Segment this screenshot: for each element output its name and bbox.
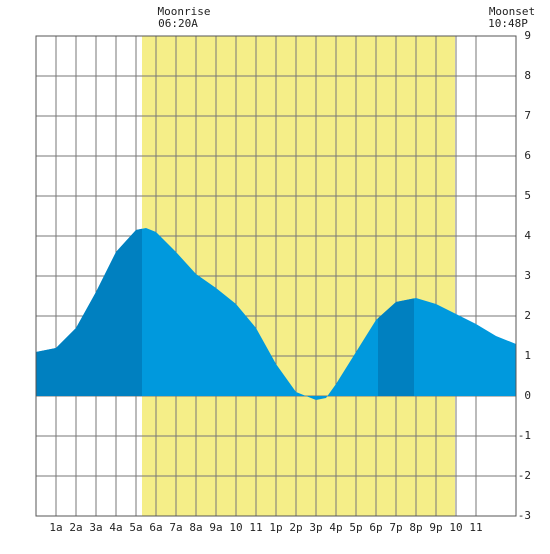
y-tick-label: -2 (518, 469, 531, 482)
y-tick-label: 7 (524, 109, 531, 122)
x-tick-label: 11 (469, 521, 482, 534)
x-tick-label: 9a (209, 521, 222, 534)
moonrise-time: 06:20A (158, 17, 198, 30)
y-tick-label: 1 (524, 349, 531, 362)
plot-frame (35, 35, 517, 517)
y-tick-label: 3 (524, 269, 531, 282)
moonrise-title: Moonrise (158, 5, 211, 18)
y-tick-label: 5 (524, 189, 531, 202)
x-tick-label: 4p (329, 521, 342, 534)
y-tick-label: 8 (524, 69, 531, 82)
x-tick-label: 7a (169, 521, 182, 534)
x-tick-label: 2a (69, 521, 82, 534)
x-tick-label: 4a (109, 521, 122, 534)
x-tick-label: 1p (269, 521, 282, 534)
x-tick-label: 10 (449, 521, 462, 534)
x-tick-label: 3a (89, 521, 102, 534)
x-tick-label: 9p (429, 521, 442, 534)
x-tick-label: 3p (309, 521, 322, 534)
shaded-area (378, 298, 414, 396)
x-tick-label: 2p (289, 521, 302, 534)
x-tick-label: 7p (389, 521, 402, 534)
moonset-time: 10:48P (488, 17, 528, 30)
x-tick-label: 5p (349, 521, 362, 534)
y-tick-label: 0 (524, 389, 531, 402)
x-tick-label: 11 (249, 521, 262, 534)
y-tick-label: 4 (524, 229, 531, 242)
x-tick-label: 8a (189, 521, 202, 534)
y-tick-label: 6 (524, 149, 531, 162)
x-tick-label: 6a (149, 521, 162, 534)
x-tick-label: 10 (229, 521, 242, 534)
x-tick-label: 8p (409, 521, 422, 534)
shaded-area (36, 228, 142, 396)
y-tick-label: -3 (518, 509, 531, 522)
y-tick-label: -1 (518, 429, 531, 442)
x-tick-label: 6p (369, 521, 382, 534)
y-tick-label: 9 (524, 29, 531, 42)
y-tick-label: 2 (524, 309, 531, 322)
moonset-title: Moonset (489, 5, 535, 18)
x-tick-label: 5a (129, 521, 142, 534)
x-tick-label: 1a (49, 521, 62, 534)
